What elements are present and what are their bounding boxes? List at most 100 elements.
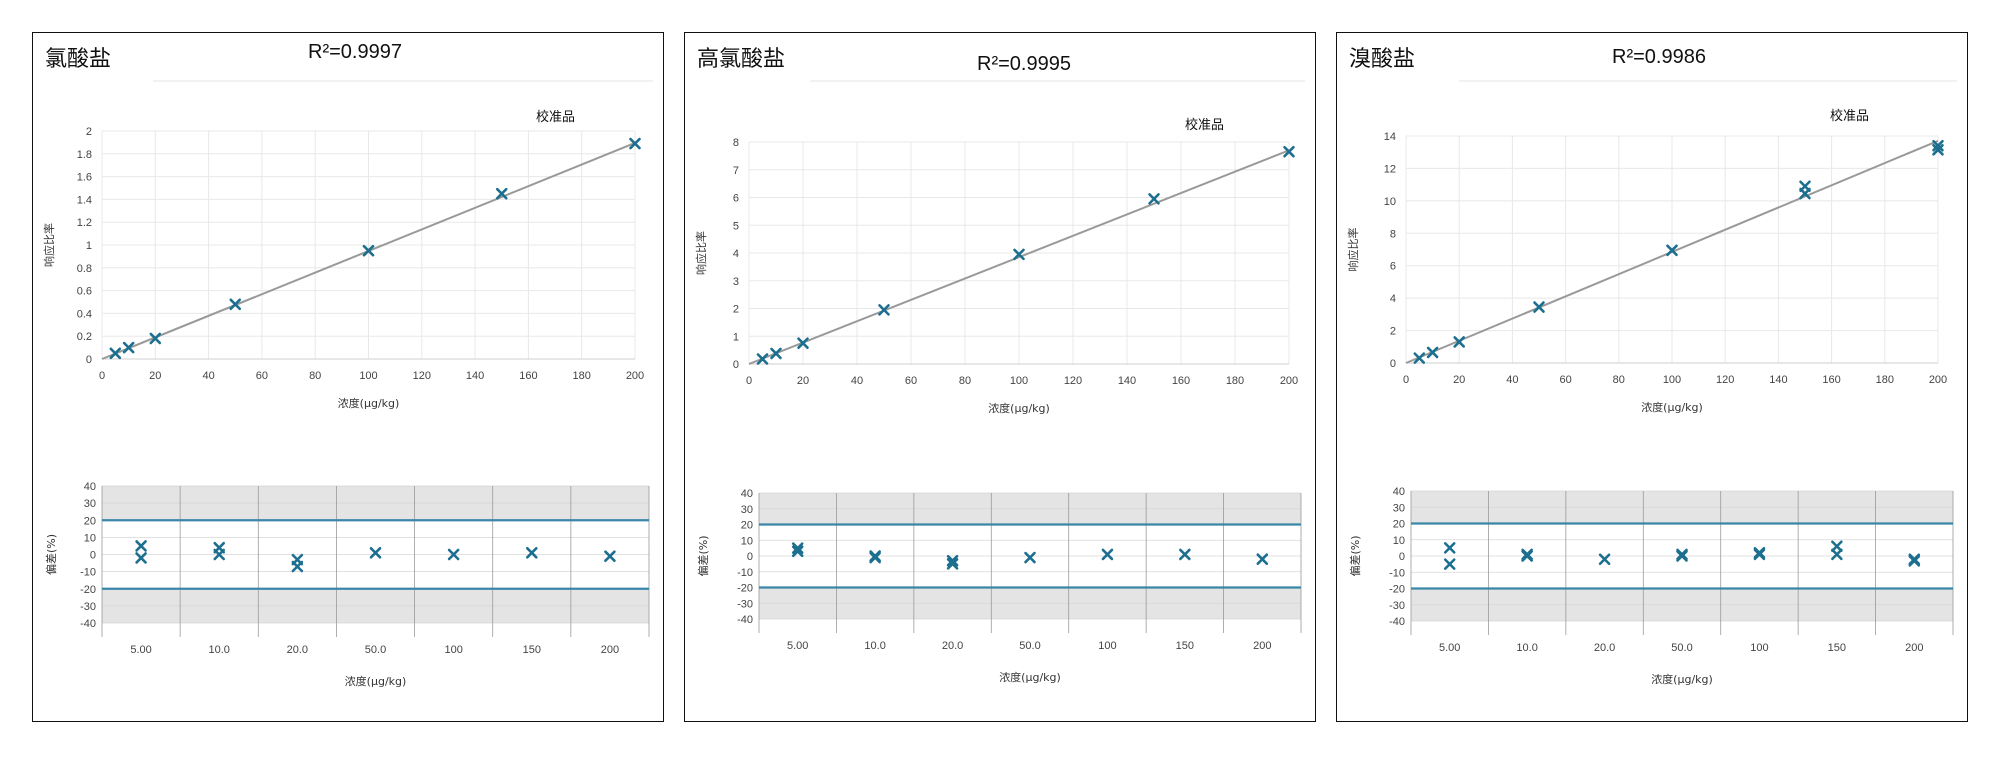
x-tick-label: 80 xyxy=(959,375,971,387)
dev-y-tick-label: 30 xyxy=(1393,502,1405,514)
legend-label: 校准品 xyxy=(536,110,576,125)
x-tick-label: 40 xyxy=(202,370,214,382)
dev-x-tick-label: 20.0 xyxy=(1594,642,1615,654)
y-tick-label: 0.2 xyxy=(77,331,92,343)
dev-y-tick-label: -20 xyxy=(737,583,753,595)
panel-title: 高氯酸盐 xyxy=(697,47,786,72)
x-tick-label: 20 xyxy=(149,370,161,382)
x-tick-label: 160 xyxy=(519,370,537,382)
x-tick-label: 100 xyxy=(1010,375,1028,387)
deviation-point xyxy=(1676,550,1688,562)
y-tick-label: 0.6 xyxy=(77,286,92,298)
y-tick-label: 6 xyxy=(1390,261,1396,273)
y-tick-label: 1.2 xyxy=(77,217,92,229)
dev-x-tick-label: 50.0 xyxy=(365,644,386,656)
dev-y-tick-label: 10 xyxy=(741,535,753,547)
y-tick-label: 8 xyxy=(733,137,739,149)
dev-y-tick-label: 30 xyxy=(84,498,96,510)
dev-y-tick-label: 40 xyxy=(1393,486,1405,498)
calibration-point xyxy=(229,298,242,311)
deviation-point xyxy=(1256,553,1269,565)
calibration-point xyxy=(1666,244,1678,257)
x-tick-label: 0 xyxy=(99,370,105,382)
x-tick-label: 60 xyxy=(256,370,268,382)
deviation-point xyxy=(869,551,881,564)
dev-x-tick-label: 5.00 xyxy=(1439,642,1460,654)
deviation-point xyxy=(291,560,304,573)
calibration-point xyxy=(878,304,890,316)
y-tick-label: 2 xyxy=(86,126,92,138)
y-tick-label: 1.6 xyxy=(77,172,92,184)
calibration-point xyxy=(1932,139,1944,152)
y-tick-label: 4 xyxy=(1390,293,1396,305)
y-tick-label: 8 xyxy=(1390,228,1396,240)
dev-x-tick-label: 200 xyxy=(1905,642,1923,654)
deviation-point xyxy=(213,548,226,561)
calibration-point xyxy=(1283,145,1295,158)
y-tick-label: 4 xyxy=(733,248,739,260)
dev-x-tick-label: 10.0 xyxy=(209,644,230,656)
y-tick-label: 2 xyxy=(1390,326,1396,338)
y-tick-label: 0 xyxy=(733,359,739,371)
dev-y-tick-label: -30 xyxy=(80,601,96,613)
chart-svg: 0 20 40 60 80 100 120 140 160 180 20002468101214浓度… xyxy=(1346,80,1957,686)
calibration-point xyxy=(362,244,375,257)
dev-x-tick-label: 100 xyxy=(444,644,462,656)
x-tick-label: 80 xyxy=(1613,374,1625,386)
x-axis-title: 浓度(µg/kg) xyxy=(988,401,1050,415)
deviation-point xyxy=(1101,548,1114,561)
deviation-point xyxy=(135,552,147,564)
dev-y-tick-label: 0 xyxy=(1399,551,1405,563)
x-tick-label: 180 xyxy=(1226,375,1244,387)
dev-y-tick-label: -30 xyxy=(737,598,753,610)
dev-y-tick-label: -10 xyxy=(80,567,96,579)
y-tick-label: 6 xyxy=(733,193,739,205)
x-tick-label: 120 xyxy=(1064,375,1082,387)
dev-x-tick-label: 150 xyxy=(1176,640,1194,652)
r-squared-label: R²=0.9995 xyxy=(977,53,1071,75)
x-tick-label: 160 xyxy=(1172,375,1190,387)
dev-y-tick-label: -10 xyxy=(737,567,753,579)
x-tick-label: 140 xyxy=(466,370,484,382)
r-squared-label: R²=0.9986 xyxy=(1612,46,1706,68)
y-axis-title: 响应比率 xyxy=(1346,228,1360,272)
x-tick-label: 140 xyxy=(1769,374,1787,386)
y-axis-title: 响应比率 xyxy=(694,231,708,275)
calibration-point xyxy=(495,187,508,200)
x-tick-label: 180 xyxy=(573,370,591,382)
dev-x-tick-label: 5.00 xyxy=(787,640,808,652)
dev-y-tick-label: 40 xyxy=(741,488,753,500)
dev-y-tick-label: 20 xyxy=(1393,519,1405,531)
deviation-point xyxy=(447,548,460,561)
calibration-point xyxy=(629,137,641,150)
x-tick-label: 200 xyxy=(1280,375,1298,387)
y-tick-label: 0.4 xyxy=(77,308,92,320)
x-tick-label: 0 xyxy=(1403,374,1409,386)
y-tick-label: 2 xyxy=(733,304,739,316)
dev-y-axis-title: 偏差(%) xyxy=(44,534,58,575)
y-tick-label: 0.8 xyxy=(77,263,92,275)
dev-y-axis-title: 偏差(%) xyxy=(696,535,710,576)
y-tick-label: 1.4 xyxy=(77,194,92,206)
chart-panel-perchlorate: 0 20 40 60 80 100 120 140 160 180 200 0 1 2 3 4 5 6 7 8 浓度(µ… xyxy=(684,32,1316,722)
y-tick-label: 0 xyxy=(86,354,92,366)
deviation-point xyxy=(1598,553,1611,566)
chart-panel-chlorate: 0 20 40 60 80 100 120 140 160 180 200 0 0.2 0.4 0.6 0.8… xyxy=(32,32,664,722)
chart-svg: 0 20 40 60 80 100 120 140 160 180 20000.20.40.60.8… xyxy=(42,80,653,688)
deviation-point xyxy=(1024,551,1036,564)
x-tick-label: 0 xyxy=(746,375,752,387)
dev-x-tick-label: 5.00 xyxy=(130,644,151,656)
legend-label: 校准品 xyxy=(1185,118,1225,133)
dev-y-tick-label: 20 xyxy=(84,515,96,527)
dev-y-tick-label: -40 xyxy=(737,614,753,626)
dev-y-tick-label: 30 xyxy=(741,504,753,516)
x-axis-title: 浓度(µg/kg) xyxy=(1641,400,1703,414)
dev-x-tick-label: 200 xyxy=(601,644,619,656)
dev-x-tick-label: 20.0 xyxy=(942,640,963,652)
chart-panel-bromate: 0 20 40 60 80 100 120 140 160 180 200 0 2 4 6 8 10 12 14 浓度… xyxy=(1336,32,1968,722)
x-tick-label: 20 xyxy=(1453,374,1465,386)
dev-y-tick-label: 40 xyxy=(84,481,96,493)
y-tick-label: 3 xyxy=(733,276,739,288)
dev-y-tick-label: 0 xyxy=(747,551,753,563)
calibration-point xyxy=(1413,352,1426,364)
